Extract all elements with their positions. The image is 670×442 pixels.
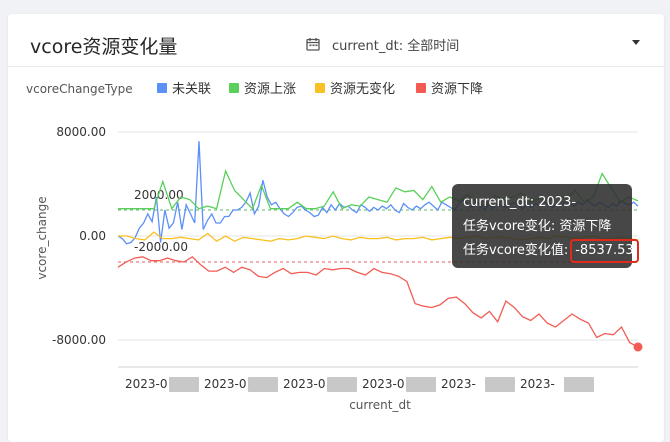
filter-label: current_dt: 全部时间 [332, 38, 460, 54]
tooltip-date: current_dt: 2023- [463, 195, 577, 210]
chart-title: vcore资源变化量 [30, 36, 178, 58]
legend-label: 资源无变化 [330, 81, 395, 97]
legend-swatch [229, 83, 239, 93]
reference-label: -2000.00 [134, 240, 188, 254]
redacted-block [248, 377, 278, 392]
x-tick-label: 2023- [441, 377, 476, 391]
tooltip: current_dt: 2023- 任务vcore变化: 资源下降 任务vcor… [452, 184, 639, 268]
x-axis-title: current_dt [349, 398, 411, 412]
x-tick-label: 2023-0 [362, 377, 405, 391]
x-tick-label: 2023-0 [283, 377, 326, 391]
x-tick-label: 2023-0 [125, 377, 168, 391]
legend-swatch [315, 83, 325, 93]
redacted-block [485, 377, 515, 392]
y-axis-title: vcore_change [35, 196, 49, 279]
title-divider [8, 66, 664, 67]
x-tick-label: 2023-0 [204, 377, 247, 391]
tooltip-value-row: 任务vcore变化值: -8537.53 [463, 239, 639, 263]
highlight-point [633, 342, 643, 352]
dropdown-caret-icon[interactable] [632, 40, 640, 45]
legend-label: 资源上涨 [244, 82, 296, 97]
redacted-block [327, 377, 357, 392]
redacted-block [406, 377, 436, 392]
legend-title: vcoreChangeType [26, 82, 133, 96]
y-tick-label: 0.00 [79, 229, 106, 243]
x-tick-label: 2023- [520, 377, 555, 391]
tooltip-value: -8537.53 [570, 239, 639, 263]
y-tick-label: -8000.00 [52, 333, 106, 347]
redacted-block [169, 377, 199, 392]
calendar-icon [306, 38, 320, 51]
legend-label: 资源下降 [431, 82, 483, 97]
redacted-block [564, 377, 594, 392]
legend-label: 未关联 [172, 82, 211, 97]
tooltip-value-label: 任务vcore变化值: [463, 243, 569, 258]
series-line [117, 255, 639, 348]
y-tick-label: 8000.00 [56, 125, 106, 139]
legend-swatch [416, 83, 426, 93]
legend-swatch [157, 83, 167, 93]
date-filter[interactable]: current_dt: 全部时间 [306, 34, 459, 54]
tooltip-type: 任务vcore变化: 资源下降 [463, 219, 612, 234]
